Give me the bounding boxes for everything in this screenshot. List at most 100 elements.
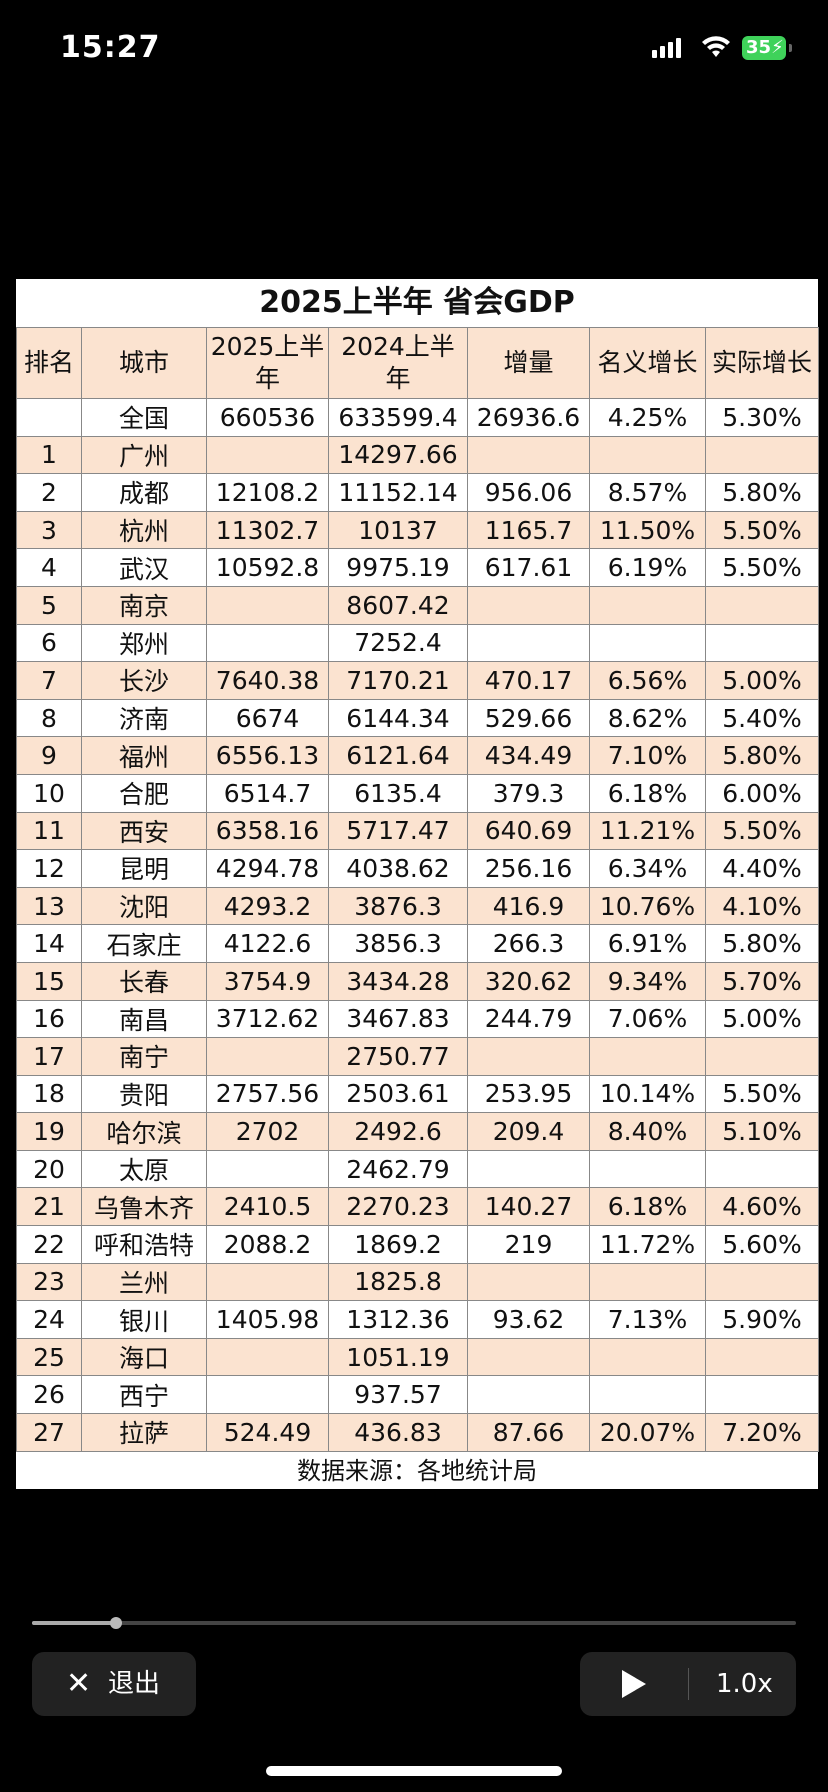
cell-real-growth: 4.60% — [705, 1187, 819, 1227]
exit-label: 退出 — [108, 1669, 161, 1699]
table-row: 14 石家庄 4122.6 3856.3 266.3 6.91% 5.80% — [16, 924, 819, 963]
cell-nominal-growth: 9.34% — [589, 961, 706, 1001]
cell-2025h1 — [206, 1149, 329, 1189]
exit-button[interactable]: ✕ 退出 — [32, 1652, 196, 1716]
table-row: 27 拉萨 524.49 436.83 87.66 20.07% 7.20% — [16, 1413, 819, 1452]
table-row: 15 长春 3754.9 3434.28 320.62 9.34% 5.70% — [16, 961, 819, 1001]
cell-nominal-growth: 8.62% — [589, 698, 706, 738]
cell-increment: 617.61 — [467, 548, 590, 587]
table-row: 10 合肥 6514.7 6135.4 379.3 6.18% 6.00% — [16, 773, 819, 813]
cell-increment: 956.06 — [467, 473, 590, 512]
cell-rank: 2 — [16, 473, 82, 512]
cell-city: 拉萨 — [81, 1413, 207, 1452]
cell-city: 南昌 — [81, 999, 207, 1039]
cell-nominal-growth: 7.13% — [589, 1300, 706, 1339]
cell-2025h1 — [206, 435, 329, 475]
cell-rank: 25 — [16, 1337, 82, 1377]
header-increment: 增量 — [467, 327, 590, 399]
cell-real-growth: 5.80% — [705, 924, 819, 963]
header-2025h1: 2025上半年 — [206, 327, 329, 399]
cell-nominal-growth: 20.07% — [589, 1413, 706, 1452]
cell-2024h1: 2270.23 — [328, 1187, 468, 1227]
cell-2025h1 — [206, 1337, 329, 1377]
cell-real-growth — [705, 585, 819, 625]
cell-real-growth: 4.40% — [705, 849, 819, 888]
cell-2024h1: 7252.4 — [328, 623, 468, 663]
cell-2024h1: 436.83 — [328, 1413, 468, 1452]
cell-2025h1: 524.49 — [206, 1413, 329, 1452]
table-row: 17 南宁 2750.77 — [16, 1037, 819, 1076]
cell-nominal-growth: 11.72% — [589, 1225, 706, 1264]
cell-2024h1: 633599.4 — [328, 398, 468, 437]
cell-city: 海口 — [81, 1337, 207, 1377]
cell-real-growth: 5.50% — [705, 510, 819, 550]
progress-knob[interactable] — [110, 1617, 123, 1629]
cell-2025h1: 4122.6 — [206, 924, 329, 963]
video-progress-bar[interactable] — [32, 1617, 796, 1629]
cell-real-growth: 6.00% — [705, 773, 819, 813]
table-title: 2025上半年 省会GDP — [259, 285, 575, 320]
cell-increment — [467, 435, 590, 475]
cell-increment — [467, 1375, 590, 1415]
cell-2025h1: 12108.2 — [206, 473, 329, 512]
cell-2025h1 — [206, 585, 329, 625]
table-header-row: 排名 城市 2025上半年 2024上半年 增量 名义增长 实际增长 — [16, 327, 819, 399]
cell-nominal-growth: 6.18% — [589, 1187, 706, 1227]
cell-rank: 13 — [16, 886, 82, 926]
cell-city: 太原 — [81, 1149, 207, 1189]
cell-2024h1: 3467.83 — [328, 999, 468, 1039]
play-icon[interactable] — [622, 1670, 646, 1698]
cell-nominal-growth: 4.25% — [589, 398, 706, 437]
cell-real-growth: 5.50% — [705, 548, 819, 587]
progress-fill — [32, 1621, 117, 1625]
battery-tip — [789, 44, 792, 52]
table-row: 3 杭州 11302.7 10137 1165.7 11.50% 5.50% — [16, 510, 819, 550]
cell-2025h1: 2410.5 — [206, 1187, 329, 1227]
cell-2025h1: 6674 — [206, 698, 329, 738]
cell-2025h1 — [206, 1375, 329, 1415]
cell-rank: 17 — [16, 1037, 82, 1076]
cell-increment: 140.27 — [467, 1187, 590, 1227]
cell-rank: 7 — [16, 661, 82, 700]
cell-2024h1: 6121.64 — [328, 736, 468, 775]
cell-2024h1: 11152.14 — [328, 473, 468, 512]
cell-rank: 15 — [16, 961, 82, 1001]
cell-2024h1: 6144.34 — [328, 698, 468, 738]
cell-city: 长春 — [81, 961, 207, 1001]
cell-2024h1: 5717.47 — [328, 811, 468, 851]
cell-2025h1: 6556.13 — [206, 736, 329, 775]
cell-2025h1: 3754.9 — [206, 961, 329, 1001]
wifi-icon — [700, 35, 732, 63]
cell-real-growth: 4.10% — [705, 886, 819, 926]
cell-nominal-growth — [589, 1337, 706, 1377]
cell-2024h1: 14297.66 — [328, 435, 468, 475]
cell-increment — [467, 1037, 590, 1076]
table-row: 18 贵阳 2757.56 2503.61 253.95 10.14% 5.50% — [16, 1074, 819, 1114]
playback-speed-button[interactable]: 1.0x — [716, 1669, 773, 1699]
cell-2025h1: 660536 — [206, 398, 329, 437]
table-row: 19 哈尔滨 2702 2492.6 209.4 8.40% 5.10% — [16, 1112, 819, 1151]
cell-2024h1: 2750.77 — [328, 1037, 468, 1076]
cell-real-growth: 5.30% — [705, 398, 819, 437]
cell-real-growth — [705, 1149, 819, 1189]
cell-2025h1: 1405.98 — [206, 1300, 329, 1339]
cell-city: 呼和浩特 — [81, 1225, 207, 1264]
cell-city: 全国 — [81, 398, 207, 437]
cell-city: 银川 — [81, 1300, 207, 1339]
cell-rank: 24 — [16, 1300, 82, 1339]
cell-2024h1: 3876.3 — [328, 886, 468, 926]
home-indicator — [266, 1766, 562, 1776]
battery-level: 35 — [746, 37, 772, 58]
cell-rank: 16 — [16, 999, 82, 1039]
cell-rank: 12 — [16, 849, 82, 888]
cell-real-growth: 5.50% — [705, 811, 819, 851]
cell-increment — [467, 1262, 590, 1302]
cell-2025h1: 2757.56 — [206, 1074, 329, 1114]
cell-real-growth — [705, 1037, 819, 1076]
table-row: 5 南京 8607.42 — [16, 585, 819, 625]
cell-nominal-growth: 7.06% — [589, 999, 706, 1039]
cell-city: 南京 — [81, 585, 207, 625]
cell-city: 西宁 — [81, 1375, 207, 1415]
cell-rank — [16, 398, 82, 437]
table-row: 9 福州 6556.13 6121.64 434.49 7.10% 5.80% — [16, 736, 819, 775]
